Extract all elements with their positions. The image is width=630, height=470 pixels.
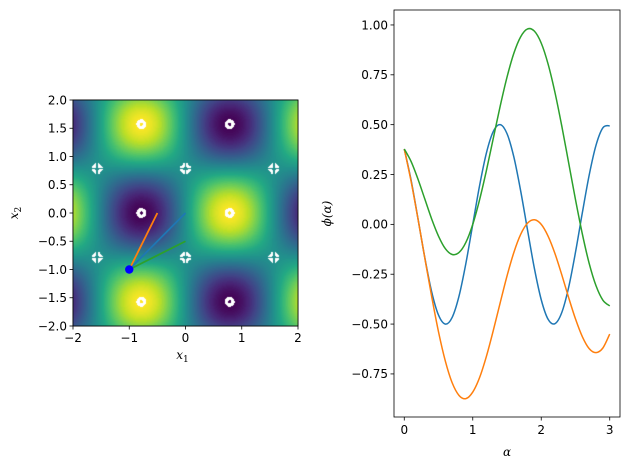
y-tick-label: 1.5 — [48, 122, 67, 136]
x-tick-label: 2 — [537, 423, 545, 437]
y-tick-label: −2.0 — [38, 319, 67, 333]
x-tick-label: 0 — [182, 331, 190, 345]
contour-axes-frame-top — [72, 99, 299, 327]
line-axes: 0 1 2 3−0.75−0.50−0.250.000.250.500.751.00 … — [320, 9, 621, 459]
series-line — [403, 27, 611, 307]
x-tick-label: −1 — [120, 331, 138, 345]
contour-axes: −2 −1 0 1 2−2.0−1.5−1.0−0.50.00.51.01.52.0 x… — [7, 93, 302, 365]
line-ylabel: ϕ(α) — [320, 200, 334, 226]
direction-line-d1 — [128, 212, 187, 271]
line-series — [403, 27, 611, 400]
y-tick-label: −0.25 — [351, 268, 388, 282]
y-tick-label: 0.5 — [48, 178, 67, 192]
line-axes-frame — [393, 9, 621, 418]
y-tick-label: 1.0 — [48, 150, 67, 164]
series-line — [403, 123, 610, 325]
series-line — [403, 148, 611, 400]
y-tick-label: 2.0 — [48, 93, 67, 107]
direction-line-d3 — [128, 240, 186, 271]
y-tick-label: −1.0 — [38, 263, 67, 277]
line-xlabel: α — [503, 445, 511, 459]
start-point-marker — [125, 265, 134, 274]
x-tick-label: 2 — [294, 331, 302, 345]
y-tick-label: 0.50 — [361, 118, 388, 132]
y-tick-label: −0.50 — [351, 317, 388, 331]
x-tick-label: 0 — [400, 423, 408, 437]
contour-ticks: −2 −1 0 1 2 −2.0 −1.5 −1.0 −0.5 0.0 0.5 1.0 1.5 2.0 — [38, 93, 302, 345]
y-tick-label: 0.0 — [48, 206, 67, 220]
direction-line-d2 — [128, 212, 159, 270]
y-tick-label: −1.5 — [38, 291, 67, 305]
x-tick-label: 3 — [606, 423, 614, 437]
x-tick-label: 1 — [238, 331, 246, 345]
x-tick-label: 1 — [469, 423, 477, 437]
y-tick-label: −0.75 — [351, 367, 388, 381]
y-tick-label: −0.5 — [38, 235, 67, 249]
y-tick-label: 1.00 — [361, 18, 388, 32]
y-tick-label: 0.25 — [361, 168, 388, 182]
y-tick-label: 0.75 — [361, 68, 388, 82]
line-ticks: 0 1 2 3 −0.75 −0.50 −0.25 0.00 0.25 0.50 0.75 1.00 — [351, 18, 613, 437]
x-tick-label: −2 — [64, 331, 82, 345]
y-tick-label: 0.00 — [361, 218, 388, 232]
